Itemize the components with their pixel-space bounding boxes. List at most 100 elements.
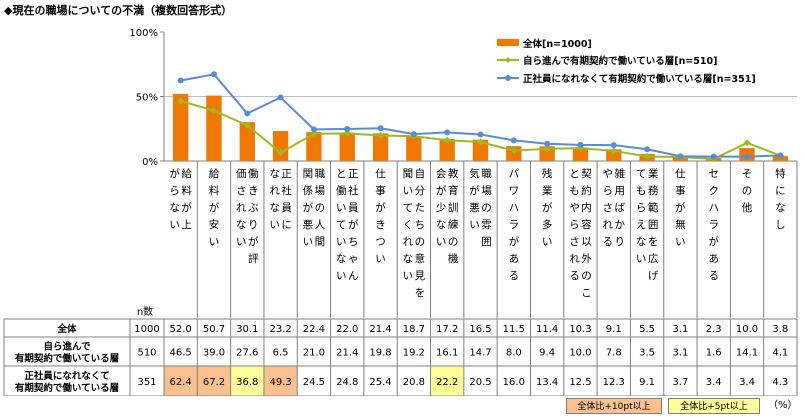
bar-zentai xyxy=(272,131,289,161)
table-cell: 16.1 xyxy=(436,348,458,359)
y-tick-label: 50% xyxy=(136,93,158,104)
point-marker xyxy=(210,107,218,115)
category-label: 職場の雰囲気が悪い xyxy=(469,167,492,248)
table-cell: 5.5 xyxy=(639,324,655,335)
point-marker xyxy=(210,71,217,78)
point-marker xyxy=(477,131,484,138)
table-cell: 16.0 xyxy=(503,377,525,388)
table-cell: 4.1 xyxy=(772,348,788,359)
bar-zentai xyxy=(206,95,222,161)
table-cell: 14.7 xyxy=(469,348,491,359)
category-label: 仕事が無い xyxy=(675,167,686,248)
row-label: 正社員になれなくて xyxy=(24,370,109,382)
row-n: 510 xyxy=(137,348,156,359)
row-label: 有期契約で働いている層 xyxy=(15,382,119,394)
category-label: 正社員になれない xyxy=(269,168,292,231)
y-tick-label: 100% xyxy=(129,28,158,39)
table-cell: 3.5 xyxy=(639,348,655,359)
table-cell: 13.4 xyxy=(536,377,558,388)
axes: 100% 50% 0% xyxy=(129,28,797,168)
table-cell: 19.2 xyxy=(403,348,425,359)
category-label: 残業が多い xyxy=(542,167,553,248)
row-n: 1000 xyxy=(134,324,159,335)
category-label: その他 xyxy=(742,168,753,214)
table-cell: 19.8 xyxy=(369,348,391,359)
table-cell: 17.2 xyxy=(436,324,458,335)
table-cell: 2.3 xyxy=(706,324,722,335)
legend-marker xyxy=(505,57,511,63)
point-marker xyxy=(310,130,318,138)
table-cell: 7.8 xyxy=(606,348,622,359)
chart-title: ◆現在の職場についての不満（複数回答形式） xyxy=(4,4,233,17)
bar-zentai xyxy=(239,122,255,161)
row-label: 自ら進んで xyxy=(43,341,91,353)
row-n: 351 xyxy=(137,377,156,388)
cell-highlight xyxy=(197,366,231,396)
table-cell: 30.1 xyxy=(236,324,258,335)
category-label: 契約内容以外のこともやらされる xyxy=(569,167,592,299)
table-cell: 11.4 xyxy=(536,324,558,335)
cell-highlight xyxy=(430,366,464,396)
category-label: 特になし xyxy=(775,168,786,231)
row-label: 有期契約で働いている層 xyxy=(15,353,119,365)
bar-zentai xyxy=(172,93,189,161)
point-marker xyxy=(577,141,584,148)
table-cell: 46.5 xyxy=(170,348,192,359)
table-cell: 39.0 xyxy=(203,348,225,359)
category-label: 職場の人間関係が悪い xyxy=(303,168,326,248)
legend-label: 全体[n=1000] xyxy=(522,38,592,50)
table-cell: 10.0 xyxy=(736,324,758,335)
point-marker xyxy=(444,129,451,136)
legend-label: 自ら進んで有期契約で働いている層[n=510] xyxy=(523,55,717,67)
bar-zentai xyxy=(372,133,389,161)
table-cell: 3.1 xyxy=(672,348,688,359)
table-cell: 36.8 xyxy=(236,377,258,388)
table-cell: 3.1 xyxy=(672,324,688,335)
table-cell: 18.7 xyxy=(403,324,425,335)
point-marker xyxy=(544,140,551,147)
point-marker xyxy=(543,145,551,153)
point-marker xyxy=(443,136,451,144)
category-label: パワハラがある xyxy=(509,168,520,282)
table-cell: 9.1 xyxy=(606,324,622,335)
cell-highlight xyxy=(263,366,298,396)
table-cell: 9.4 xyxy=(539,348,555,359)
legend: 全体[n=1000] 自ら進んで有期契約で働いている層[n=510] 正社員になれな… xyxy=(497,38,756,85)
y-tick-label: 0% xyxy=(142,157,158,168)
bar-zentai xyxy=(339,132,355,161)
bar-zentai xyxy=(472,139,489,161)
table-cell: 3.4 xyxy=(706,377,722,388)
table-cell: 22.2 xyxy=(436,377,458,388)
point-marker xyxy=(610,142,617,149)
table-cell: 3.7 xyxy=(672,377,688,388)
table-cell: 22.0 xyxy=(336,324,358,335)
bar-zentai xyxy=(606,149,622,161)
bar-zentai xyxy=(406,136,422,161)
category-label: 給料が上がらない xyxy=(169,167,192,231)
bar-zentai xyxy=(439,138,455,161)
point-marker xyxy=(710,153,717,160)
point-marker xyxy=(344,126,351,133)
table-cell: 9.1 xyxy=(639,377,655,388)
legend-marker xyxy=(505,75,511,81)
table-cell: 11.5 xyxy=(503,324,525,335)
point-marker xyxy=(610,147,618,155)
table-cell: 14.1 xyxy=(736,348,758,359)
table-cell: 20.8 xyxy=(403,377,425,388)
table-cell: 10.3 xyxy=(569,324,591,335)
table-cell: 22.4 xyxy=(303,324,325,335)
table-cell: 12.5 xyxy=(569,377,591,388)
category-label: 正社員がちゃんと働いていない xyxy=(336,168,359,282)
table-cell: 21.4 xyxy=(336,348,358,359)
point-marker xyxy=(177,77,184,84)
category-label: 雑用ばかりやらされる xyxy=(603,167,626,248)
bar-zentai xyxy=(572,147,589,161)
table-cell: 21.4 xyxy=(369,324,391,335)
category-label: 業務範囲を広げてもらえない xyxy=(636,167,659,282)
row-label: 全体 xyxy=(56,323,77,335)
legend-label: 正社員になれなくて有期契約で働いている層[n=351] xyxy=(523,73,756,85)
table-cell: 52.0 xyxy=(170,324,192,335)
table-cell: 8.0 xyxy=(506,348,522,359)
table-cell: 23.2 xyxy=(269,324,291,335)
table-cell: 25.4 xyxy=(369,377,391,388)
